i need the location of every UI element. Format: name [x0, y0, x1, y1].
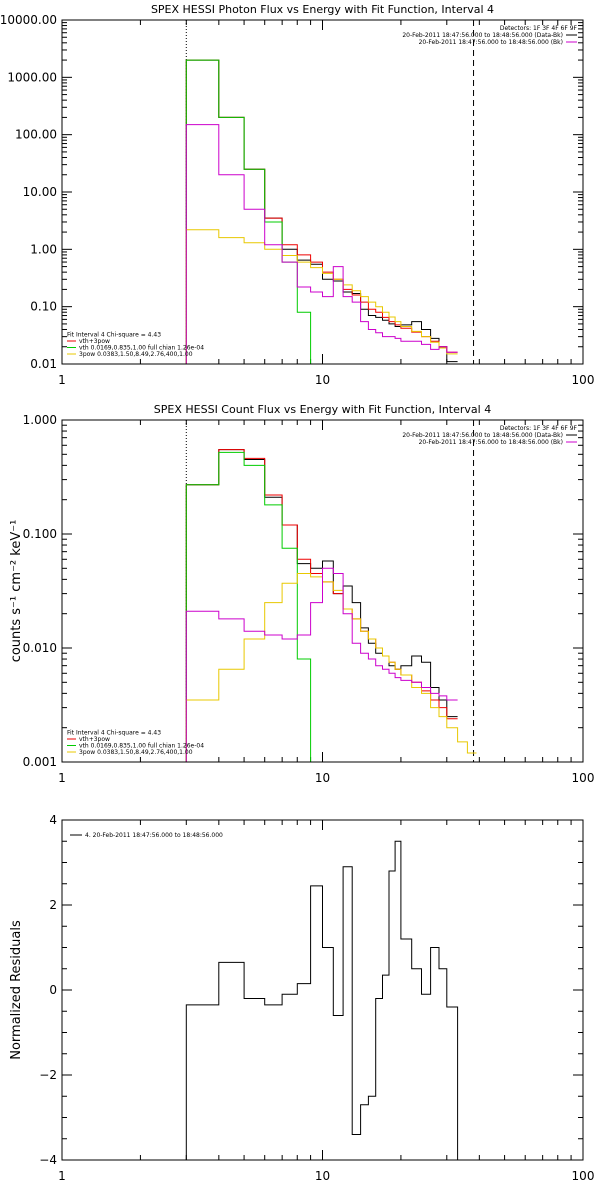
series-line-bk — [185, 124, 458, 364]
series-line-data-bk — [185, 59, 458, 364]
legend-bottom-entry: vth 0.0169,0.835,1.00 full chian 1.26e-0… — [79, 345, 204, 352]
y-tick-label: 0.010 — [23, 641, 57, 655]
chart-panel-3: Normalized Residuals 1 10 100 −4 −2 0 2 4 4. 20-F… — [9, 813, 594, 1183]
legend-top-entry: 20-Feb-2011 18:47:56.000 to 18:48:56.000… — [419, 39, 563, 46]
legend-bottom-entry: 3pow 0.0383,1.50,8.49,2.76,400,1.00 — [79, 749, 193, 756]
y-tick-label: 2 — [49, 898, 57, 912]
legend-bottom-entry: vth+3pow — [79, 736, 110, 743]
series-group — [185, 59, 458, 364]
series-group — [185, 840, 459, 1160]
y-tick-label: 1.00 — [30, 242, 57, 256]
y-tick-label: 1000.00 — [7, 70, 57, 84]
chart-panel-1: SPEX HESSI Photon Flux vs Energy with Fi… — [0, 3, 594, 387]
series-line-vth-3pow — [185, 449, 458, 762]
plot-frame — [61, 419, 584, 763]
y-tick-label: 1.000 — [23, 413, 57, 427]
x-tick-label: 1 — [58, 373, 66, 387]
series-line-3pow — [185, 229, 458, 364]
series-line-3pow — [185, 573, 477, 762]
y-tick-label: 0.001 — [23, 755, 57, 769]
x-tick-label: 10 — [315, 1169, 330, 1183]
legend-bottom-entry: Fit Interval 4 Chi-square = 4.43 — [67, 332, 161, 339]
x-tick-label: 100 — [572, 1169, 595, 1183]
series-line-bk — [185, 567, 458, 762]
y-tick-label: 0.100 — [23, 527, 57, 541]
series-group — [185, 449, 477, 762]
legend-bottom-entry: vth+3pow — [79, 338, 110, 345]
y-tick-label: 100.00 — [15, 128, 57, 142]
y-tick-label: 10000.00 — [0, 13, 57, 27]
x-tick-label: 10 — [315, 373, 330, 387]
legend-top-entry: Detectors: 1F 3F 4F 6F 9F — [500, 425, 578, 432]
chart-title: SPEX HESSI Photon Flux vs Energy with Fi… — [151, 3, 494, 16]
x-tick-label: 1 — [58, 1169, 66, 1183]
series-line-vth — [185, 59, 323, 364]
x-tick-label: 10 — [315, 771, 330, 785]
legend-top-entry: 20-Feb-2011 18:47:56.000 to 18:48:56.000… — [402, 32, 563, 39]
series-line-vth-3pow — [185, 59, 458, 364]
y-tick-label: 10.00 — [23, 185, 57, 199]
chart-panel-2: SPEX HESSI Count Flux vs Energy with Fit… — [9, 403, 594, 785]
legend-top-entry: 20-Feb-2011 18:47:56.000 to 18:48:56.000… — [419, 439, 563, 446]
x-tick-label: 100 — [572, 373, 595, 387]
y-tick-label: 0 — [49, 983, 57, 997]
series-line-data-bk — [185, 449, 458, 762]
chart-title: SPEX HESSI Count Flux vs Energy with Fit… — [154, 403, 491, 416]
plot-frame — [61, 19, 584, 365]
y-tick-label: 0.01 — [30, 357, 57, 371]
series-line-4-20-feb-2011-18-47-56-000-to- — [185, 840, 459, 1160]
plot-frame — [61, 819, 584, 1161]
y-tick-label: 4 — [49, 813, 57, 827]
x-tick-label: 1 — [58, 771, 66, 785]
y-axis-label: Normalized Residuals — [9, 920, 24, 1060]
legend-bottom-entry: 3pow 0.0383,1.50,8.49,2.76,400,1.00 — [79, 351, 193, 358]
legend-top-entry: 20-Feb-2011 18:47:56.000 to 18:48:56.000… — [402, 432, 563, 439]
y-tick-label: −2 — [39, 1068, 57, 1082]
legend-bottom-entry: Fit Interval 4 Chi-square = 4.43 — [67, 730, 161, 737]
series-line-vth — [185, 451, 323, 762]
y-axis-label: counts s⁻¹ cm⁻² keV⁻¹ — [9, 520, 24, 663]
legend-bottom-entry: vth 0.0169,0.835,1.00 full chian 1.26e-0… — [79, 743, 204, 750]
legend-top-entry: Detectors: 1F 3F 4F 6F 9F — [500, 25, 578, 32]
y-tick-label: −4 — [39, 1153, 57, 1167]
x-tick-label: 100 — [572, 771, 595, 785]
y-tick-label: 0.10 — [30, 300, 57, 314]
legend-entry: 4. 20-Feb-2011 18:47:56.000 to 18:48:56.… — [85, 832, 223, 839]
